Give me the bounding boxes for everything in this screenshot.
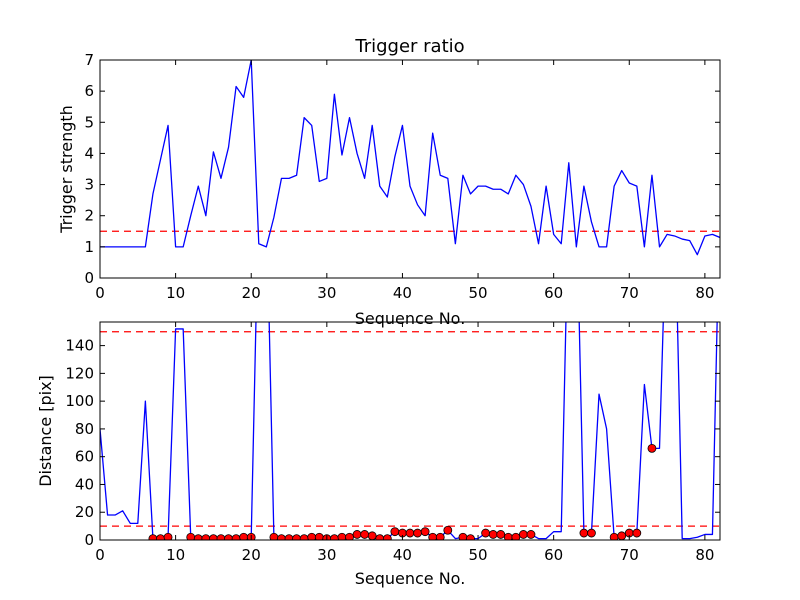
top-x-tick-label: 80 xyxy=(695,284,714,302)
bottom-data-point xyxy=(488,530,498,539)
bottom-data-point xyxy=(526,530,536,539)
bottom-data-point xyxy=(647,443,657,453)
top-x-tick-label: 40 xyxy=(393,284,412,302)
bottom-axes-frame xyxy=(99,321,721,541)
top-axes-frame xyxy=(99,59,721,279)
bottom-y-tick-label: 120 xyxy=(65,364,94,382)
bottom-data-point xyxy=(420,527,430,537)
top-y-tick-label: 2 xyxy=(84,207,94,225)
bottom-y-tick-label: 140 xyxy=(65,337,94,355)
bottom-data-point xyxy=(496,530,506,539)
bottom-y-tick-label: 40 xyxy=(75,475,94,493)
top-y-tick-label: 7 xyxy=(84,51,94,69)
bottom-data-point xyxy=(587,528,596,538)
bottom-data-point xyxy=(519,530,528,539)
distance-plot-area: 0 10 20 30 40 50 60 70 80 0 20 40 60 80 100 120 140 xyxy=(65,321,721,564)
bottom-x-tick-label: 50 xyxy=(469,546,488,564)
top-x-tick-label: 10 xyxy=(166,284,185,302)
top-x-tick-label: 50 xyxy=(469,284,488,302)
trigger-ratio-chart: Trigger ratio 0 10 20 30 40 50 60 70 8001234567 … xyxy=(57,36,721,328)
bottom-data-point xyxy=(360,530,370,539)
bottom-x-tick-label: 80 xyxy=(695,546,714,564)
bottom-data-point xyxy=(382,534,392,540)
bottom-y-tick-label: 0 xyxy=(84,531,94,549)
top-y-tick-label: 4 xyxy=(84,144,94,162)
bottom-data-point xyxy=(617,531,627,540)
top-series-line-0 xyxy=(100,60,720,256)
bottom-data-point xyxy=(405,528,415,538)
bottom-data-point xyxy=(466,534,475,540)
top-x-tick-label: 70 xyxy=(620,284,639,302)
top-x-tick-label: 30 xyxy=(317,284,336,302)
bottom-x-tick-label: 40 xyxy=(393,546,412,564)
top-y-tick-label: 1 xyxy=(84,238,94,256)
y-axis-label-bottom: Distance [pix] xyxy=(36,375,55,487)
top-x-tick-label: 60 xyxy=(544,284,563,302)
bottom-y-tick-label: 20 xyxy=(75,503,94,521)
bottom-data-point xyxy=(163,532,173,540)
bottom-x-tick-label: 0 xyxy=(95,546,105,564)
top-data-layer xyxy=(100,60,720,256)
bottom-data-layer xyxy=(100,322,720,540)
top-y-tick-label: 6 xyxy=(84,82,94,100)
top-x-tick-label: 0 xyxy=(95,284,105,302)
bottom-data-point xyxy=(632,528,642,538)
x-axis-label-bottom: Sequence No. xyxy=(355,569,466,588)
bottom-data-point xyxy=(390,527,400,537)
top-y-tick-label: 3 xyxy=(84,176,94,194)
bottom-data-point xyxy=(413,528,422,538)
bottom-data-point xyxy=(443,525,453,535)
bottom-data-point xyxy=(352,530,362,539)
bottom-data-point xyxy=(345,532,354,540)
bottom-data-point xyxy=(435,532,445,540)
bottom-y-tick-label: 100 xyxy=(65,392,94,410)
top-y-tick-label: 0 xyxy=(84,269,94,287)
bottom-y-tick-label: 80 xyxy=(75,420,94,438)
bottom-data-point xyxy=(367,531,377,540)
trigger-ratio-plot-area: 0 10 20 30 40 50 60 70 80 0 1 2 3 4 5 6 7 xyxy=(84,51,721,302)
bottom-data-point xyxy=(511,532,521,540)
bottom-x-tick-label: 20 xyxy=(242,546,261,564)
chart-title: Trigger ratio xyxy=(354,36,464,57)
x-axis-label-top: Sequence No. xyxy=(355,309,466,328)
bottom-data-point xyxy=(481,528,491,538)
bottom-y-tick-label: 60 xyxy=(75,448,94,466)
y-axis-label-top: Trigger strength xyxy=(57,105,76,234)
bottom-data-point xyxy=(579,528,589,538)
distance-chart: 0 10 20 30 40 50 60 70 80 0 20 40 60 80 100 120 140 Sequ… xyxy=(36,321,721,588)
top-x-tick-label: 20 xyxy=(242,284,261,302)
bottom-x-tick-label: 30 xyxy=(317,546,336,564)
bottom-x-tick-label: 60 xyxy=(544,546,563,564)
bottom-x-tick-label: 10 xyxy=(166,546,185,564)
top-y-tick-label: 5 xyxy=(84,113,94,131)
bottom-x-tick-label: 70 xyxy=(620,546,639,564)
